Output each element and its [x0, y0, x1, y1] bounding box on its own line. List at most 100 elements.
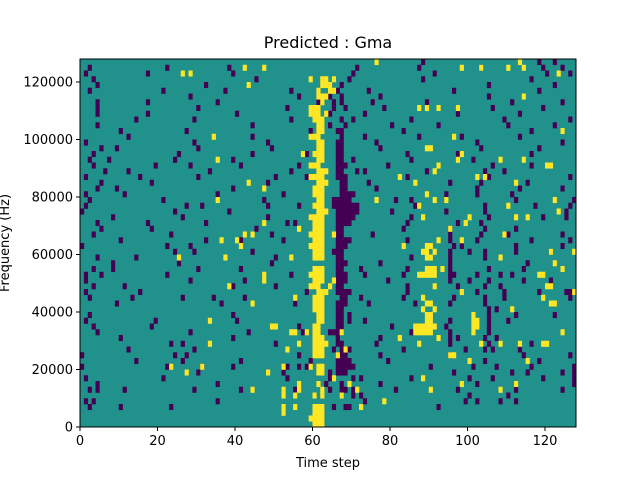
heatmap-cell-low [192, 139, 197, 146]
heatmap-cell-low [99, 225, 104, 232]
heatmap-cell-low [87, 386, 92, 393]
heatmap-cell-low [502, 168, 507, 175]
heatmap-cell-high [324, 93, 329, 100]
heatmap-cell-high [242, 231, 247, 238]
heatmap-cell-low [502, 116, 507, 123]
heatmap-cell-low [409, 197, 414, 204]
heatmap-cell-low [103, 168, 108, 175]
heatmap-cell-low [83, 70, 89, 77]
heatmap-cell-low [409, 254, 414, 261]
heatmap-cell-low [564, 214, 569, 221]
heatmap-cell-high [312, 248, 317, 255]
x-axis-label: Time step [295, 456, 360, 471]
heatmap-cell-low [343, 174, 348, 181]
heatmap-cell-low [180, 340, 185, 347]
heatmap-cell-high [250, 300, 255, 307]
heatmap-cell-high [401, 243, 406, 250]
heatmap-cell-low [424, 168, 430, 175]
heatmap-cell-low [118, 404, 123, 411]
heatmap-cell-low [83, 277, 89, 284]
heatmap-cell-high [316, 289, 321, 296]
heatmap-cell-low [111, 266, 116, 273]
heatmap-cell-low [514, 225, 519, 232]
heatmap-cell-low [335, 128, 340, 135]
heatmap-cell-low [87, 87, 92, 94]
heatmap-cell-low [351, 363, 356, 370]
heatmap-cell-high [242, 64, 247, 71]
heatmap-cell-low [417, 64, 422, 71]
heatmap-cell-low [339, 128, 344, 135]
heatmap-cell-low [118, 128, 123, 135]
heatmap-cell-low [331, 329, 337, 336]
heatmap-cell-low [285, 105, 290, 112]
heatmap-cell-low [169, 404, 174, 411]
heatmap-cell-high [514, 214, 519, 221]
heatmap-cell-low [339, 289, 344, 296]
heatmap-cells [80, 59, 577, 428]
heatmap-cell-low [568, 174, 573, 181]
heatmap-cell-high [312, 133, 317, 140]
heatmap-cell-low [215, 381, 220, 388]
heatmap-cell-low [347, 191, 352, 198]
heatmap-cell-low [335, 266, 340, 273]
heatmap-cell-high [312, 110, 317, 117]
heatmap-cell-low [486, 266, 492, 273]
heatmap-cell-high [521, 93, 526, 100]
heatmap-cell-low [297, 202, 302, 209]
heatmap-cell-high [180, 70, 185, 77]
heatmap-cell-low [475, 191, 480, 198]
heatmap-cell-low [122, 283, 127, 290]
heatmap-cell-high [471, 323, 476, 330]
heatmap-cell-low [83, 139, 89, 146]
heatmap-cell-high [308, 214, 313, 221]
heatmap-cell-high [293, 329, 298, 336]
heatmap-cell-high [316, 110, 321, 117]
heatmap-cell-low [188, 162, 193, 169]
heatmap-cell-low [494, 335, 499, 342]
heatmap-cell-low [331, 99, 337, 106]
heatmap-cell-high [421, 375, 426, 382]
heatmap-cell-high [316, 179, 321, 186]
heatmap-cell-high [421, 306, 426, 313]
y-tick-label: 80000 [32, 191, 73, 206]
heatmap-cell-high [320, 139, 325, 146]
heatmap-cell-high [428, 254, 433, 261]
heatmap-cell-low [343, 289, 348, 296]
heatmap-cell-high [432, 248, 437, 255]
heatmap-cell-low [432, 70, 437, 77]
heatmap-cell-high [320, 369, 325, 376]
heatmap-cell-high [514, 179, 519, 186]
heatmap-cell-low [111, 214, 116, 221]
heatmap-cell-high [312, 237, 317, 244]
heatmap-cell-high [316, 191, 321, 198]
heatmap-cell-low [529, 76, 534, 83]
heatmap-cell-low [483, 294, 488, 301]
heatmap-cell-high [347, 381, 352, 388]
heatmap-cell-low [242, 294, 247, 301]
y-tick-label: 100000 [23, 133, 73, 148]
heatmap-cell-low [343, 294, 348, 301]
heatmap-cell-low [289, 87, 294, 94]
heatmap-cell-low [204, 237, 209, 244]
heatmap-cell-high [316, 415, 321, 422]
heatmap-cell-high [475, 174, 480, 181]
heatmap-cell-high [424, 323, 430, 330]
heatmap-cell-high [188, 70, 193, 77]
heatmap-cell-low [184, 202, 189, 209]
heatmap-cell-low [448, 335, 453, 342]
heatmap-cell-low [541, 105, 546, 112]
heatmap-cell-low [180, 294, 185, 301]
heatmap-cell-high [312, 306, 317, 313]
heatmap-cell-low [382, 105, 387, 112]
heatmap-cell-high [320, 122, 325, 129]
heatmap-cell-high [421, 271, 426, 278]
heatmap-cell-high [510, 306, 515, 313]
heatmap-cell-high [316, 421, 321, 428]
heatmap-cell-high [316, 168, 321, 175]
heatmap-cell-high [320, 208, 325, 215]
heatmap-cell-low [95, 99, 100, 106]
heatmap-cell-high [293, 392, 298, 399]
heatmap-cell-high [324, 340, 329, 347]
heatmap-cell-high [308, 415, 313, 422]
heatmap-cell-low [483, 283, 488, 290]
